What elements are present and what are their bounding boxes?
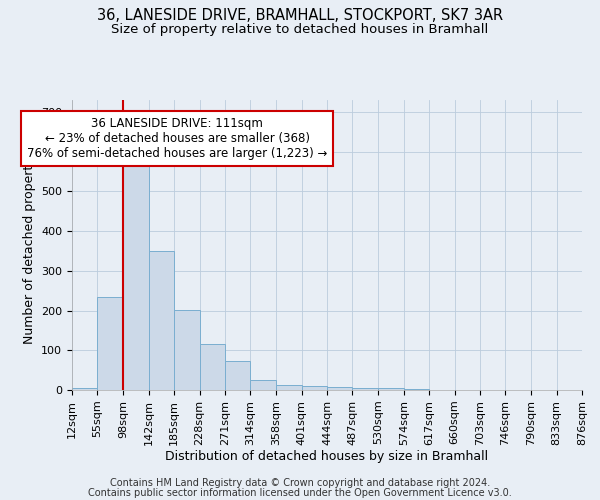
Bar <box>276 385 302 390</box>
Text: 36, LANESIDE DRIVE, BRAMHALL, STOCKPORT, SK7 3AR: 36, LANESIDE DRIVE, BRAMHALL, STOCKPORT,… <box>97 8 503 22</box>
Text: Size of property relative to detached houses in Bramhall: Size of property relative to detached ho… <box>112 22 488 36</box>
Text: Contains HM Land Registry data © Crown copyright and database right 2024.: Contains HM Land Registry data © Crown c… <box>110 478 490 488</box>
Bar <box>352 388 378 390</box>
Bar <box>250 380 276 390</box>
Text: 36 LANESIDE DRIVE: 111sqm
← 23% of detached houses are smaller (368)
76% of semi: 36 LANESIDE DRIVE: 111sqm ← 23% of detac… <box>27 116 327 160</box>
Bar <box>97 296 123 390</box>
Bar <box>378 388 404 390</box>
Bar <box>225 362 250 390</box>
Bar <box>123 160 149 390</box>
Bar <box>72 388 97 390</box>
Bar <box>404 389 429 390</box>
Text: Contains public sector information licensed under the Open Government Licence v3: Contains public sector information licen… <box>88 488 512 498</box>
X-axis label: Distribution of detached houses by size in Bramhall: Distribution of detached houses by size … <box>166 450 488 464</box>
Y-axis label: Number of detached properties: Number of detached properties <box>23 146 35 344</box>
Bar <box>149 251 174 390</box>
Bar <box>327 387 352 390</box>
Bar <box>199 344 225 390</box>
Bar <box>174 310 199 390</box>
Bar <box>302 386 327 390</box>
